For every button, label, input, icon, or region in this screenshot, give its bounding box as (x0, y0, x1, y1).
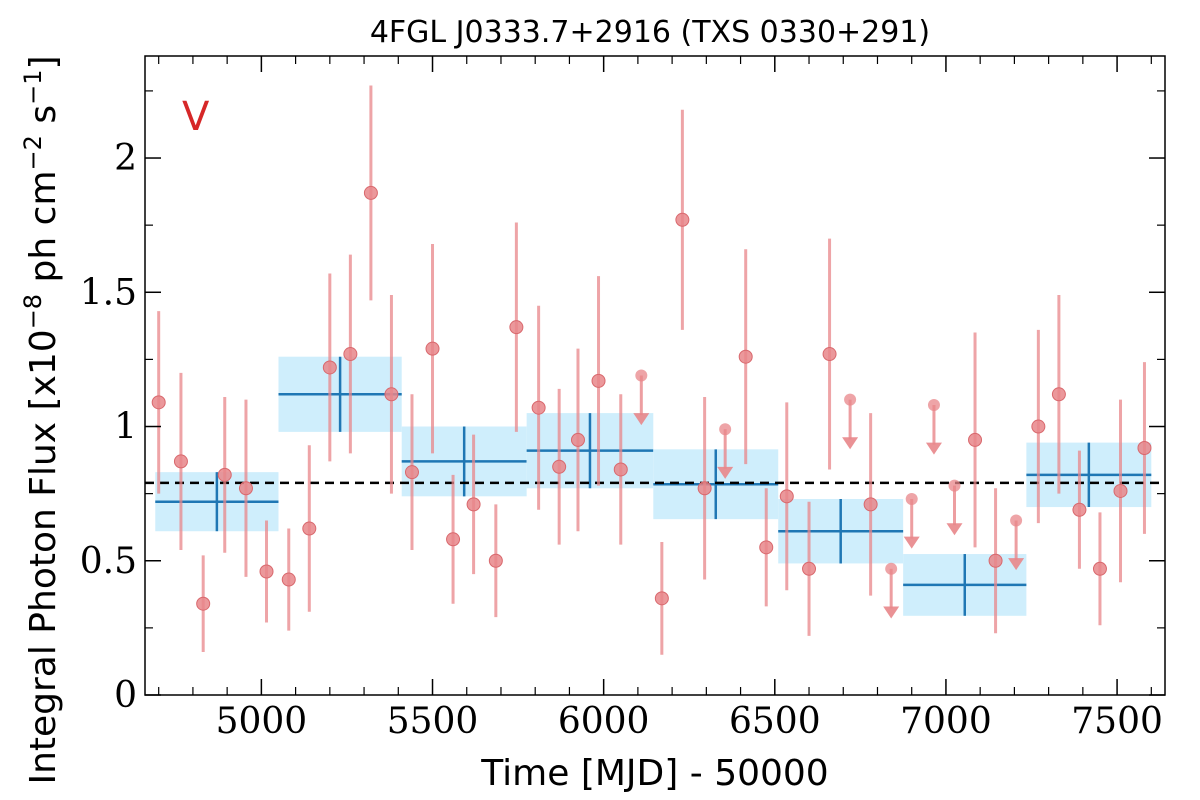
flux-point (988, 553, 1003, 568)
upper-limits-layer (633, 369, 1025, 619)
upper-limit-arrowhead (946, 523, 963, 536)
upper-limit-arrowhead (842, 437, 859, 450)
bayesian-blocks-layer (155, 356, 1152, 616)
flux-point (675, 212, 690, 227)
upper-limit-marker (885, 562, 898, 575)
flux-point (384, 387, 399, 402)
flux-point (570, 432, 585, 447)
flux-point (509, 320, 524, 335)
x-tick-label: 5000 (216, 701, 308, 742)
y-tick-label: 0.5 (80, 541, 137, 582)
x-tick-label: 7500 (1071, 701, 1163, 742)
y-tick-label: 2 (114, 138, 137, 179)
flux-point (363, 185, 378, 200)
flux-point (1137, 440, 1152, 455)
flux-point (591, 373, 606, 388)
flux-point (151, 395, 166, 410)
chart-title: 4FGL J0333.7+2916 (TXS 0330+291) (370, 15, 930, 50)
flux-point (1031, 419, 1046, 434)
upper-limit-marker (719, 423, 732, 436)
flux-point (1051, 387, 1066, 402)
y-tick-label: 1 (114, 407, 137, 448)
y-tick-label: 1.5 (80, 272, 137, 313)
x-tick-label: 5500 (387, 701, 479, 742)
upper-limit-marker (948, 479, 961, 492)
upper-limit-marker (1010, 514, 1023, 527)
flux-point (552, 459, 567, 474)
flux-points-layer (151, 85, 1152, 655)
flux-point (404, 465, 419, 480)
panel-label: V (182, 94, 210, 140)
plot-frame (144, 55, 1166, 696)
flux-point (281, 572, 296, 587)
flux-point (196, 596, 211, 611)
y-tick-label: 0 (114, 675, 137, 716)
flux-point (217, 467, 232, 482)
flux-point (1092, 561, 1107, 576)
flux-point (738, 349, 753, 364)
flux-point (322, 360, 337, 375)
flux-point (302, 521, 317, 536)
flux-point (425, 341, 440, 356)
upper-limit-marker (844, 393, 857, 406)
flux-point (488, 553, 503, 568)
flux-point (1072, 502, 1087, 517)
flux-point (863, 497, 878, 512)
flux-point (968, 432, 983, 447)
axes-layer: 5000 5500 6000 6500 7000 7500 0 0.5 1 1.5 2 (80, 55, 1166, 742)
flux-point (613, 462, 628, 477)
upper-limit-arrowhead (1008, 558, 1025, 571)
flux-point (779, 489, 794, 504)
x-tick-label: 6500 (729, 701, 821, 742)
flux-point (822, 347, 837, 362)
upper-limit-marker (905, 493, 918, 506)
flux-point (531, 400, 546, 415)
flux-point (466, 497, 481, 512)
flux-point (654, 591, 669, 606)
upper-limit-arrowhead (633, 413, 650, 426)
upper-limit-arrowhead (717, 466, 734, 479)
upper-limit-arrowhead (925, 442, 942, 455)
flux-point (759, 540, 774, 555)
flux-point (238, 481, 253, 496)
x-tick-label: 6000 (558, 701, 650, 742)
x-axis-label: Time [MJD] - 50000 (480, 753, 828, 794)
flux-point (343, 347, 358, 362)
upper-limit-marker (635, 369, 648, 382)
flux-point (697, 481, 712, 496)
upper-limit-arrowhead (903, 536, 920, 549)
upper-limit-marker (927, 399, 940, 412)
upper-limit-arrowhead (883, 606, 900, 619)
flux-point (1113, 483, 1128, 498)
flux-point (446, 532, 461, 547)
y-axis-label: Integral Photon Flux [x10−8 ph cm−2 s−1] (19, 55, 64, 784)
flux-point (173, 454, 188, 469)
flux-point (259, 564, 274, 579)
x-tick-label: 7000 (900, 701, 992, 742)
flux-point (802, 561, 817, 576)
